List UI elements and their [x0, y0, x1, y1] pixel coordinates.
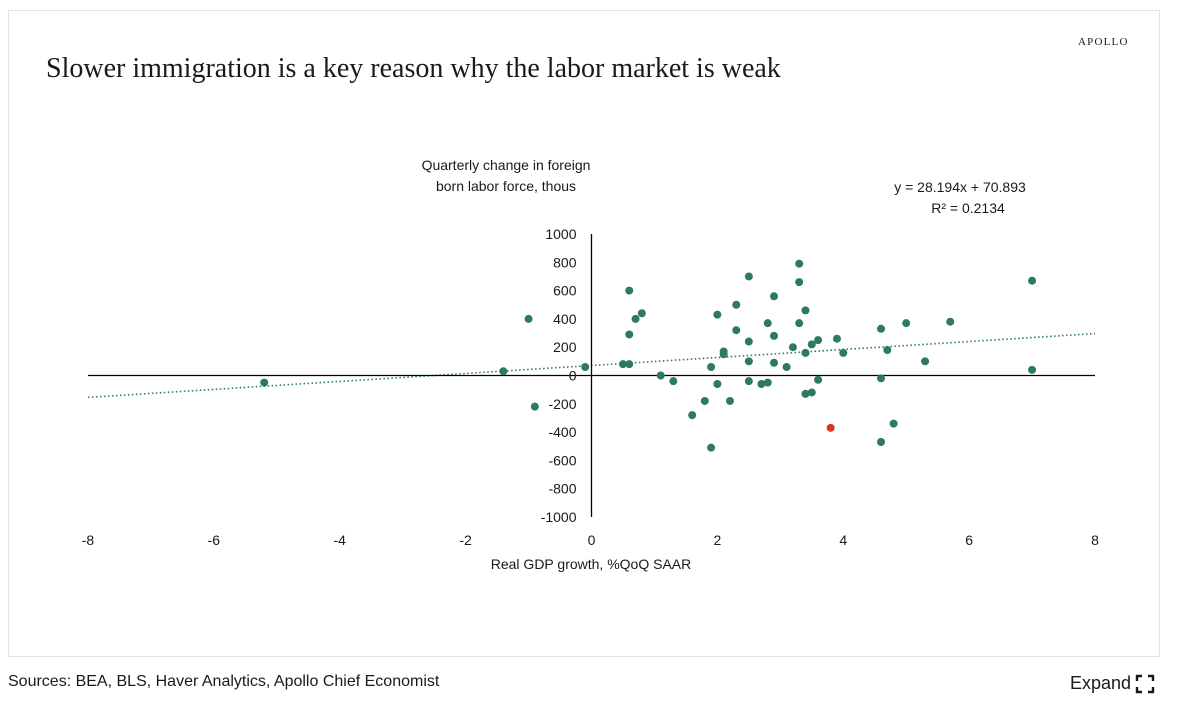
y-tick-labels: 1000 800 600 400 200 0 -200 -400 -600 -800 -1000 [541, 226, 577, 525]
data-point [713, 310, 722, 319]
y-tick-label: -600 [548, 452, 576, 468]
expand-icon [1135, 674, 1155, 693]
regression-equation: y = 28.194x + 70.893 [894, 179, 1026, 195]
y-tick-label: 0 [569, 368, 577, 384]
data-point [902, 319, 911, 328]
data-point [637, 309, 646, 318]
data-point [524, 314, 533, 323]
y-tick-label: -1000 [541, 509, 577, 525]
y-tick-label: 1000 [545, 226, 576, 242]
y-tick-label: -800 [548, 481, 576, 497]
data-point [499, 367, 508, 376]
x-tick-label: -6 [208, 532, 221, 548]
data-point [725, 396, 734, 405]
data-point [744, 377, 753, 386]
data-point [757, 379, 766, 388]
data-point [921, 357, 930, 366]
data-point [770, 358, 779, 367]
data-point [732, 300, 741, 309]
y-axis-label-line-2: born labor force, thous [436, 178, 576, 194]
data-point [713, 379, 722, 388]
r-squared-label: R² = 0.2134 [931, 200, 1005, 216]
data-point [744, 357, 753, 366]
data-point [625, 330, 634, 339]
data-point [530, 402, 539, 411]
x-tick-label: 0 [588, 532, 596, 548]
y-tick-label: -200 [548, 396, 576, 412]
data-point [770, 331, 779, 340]
y-axis-label-line-1: Quarterly change in foreign [422, 157, 591, 173]
data-point [883, 346, 892, 355]
data-point [795, 278, 804, 287]
data-point [807, 388, 816, 397]
data-point [1028, 365, 1037, 374]
data-point [795, 259, 804, 268]
y-tick-label: 800 [553, 254, 577, 270]
data-point [625, 286, 634, 295]
data-point [744, 272, 753, 281]
data-point [581, 363, 590, 372]
x-tick-label: 2 [713, 532, 721, 548]
expand-button[interactable]: Expand [1070, 673, 1155, 694]
data-point [782, 363, 791, 372]
chart-card [8, 10, 1160, 657]
data-point [807, 340, 816, 349]
y-tick-label: 400 [553, 311, 577, 327]
data-point [770, 292, 779, 301]
x-tick-label: -8 [82, 532, 95, 548]
brand-logo: APOLLO [1078, 36, 1129, 48]
data-point [795, 319, 804, 328]
data-point [763, 378, 772, 387]
data-point [877, 374, 886, 383]
x-tick-label: -4 [334, 532, 347, 548]
data-point [839, 348, 848, 357]
data-point [707, 363, 716, 372]
x-tick-label: -2 [459, 532, 472, 548]
data-point [732, 326, 741, 335]
data-point [814, 375, 823, 384]
data-point [877, 324, 886, 333]
data-point [1028, 276, 1037, 285]
data-point [889, 419, 898, 428]
y-tick-label: -400 [548, 424, 576, 440]
data-point [688, 411, 697, 420]
chart-title: Slower immigration is a key reason why t… [46, 53, 781, 84]
data-point [618, 360, 627, 369]
y-tick-label: 600 [553, 283, 577, 299]
data-point [625, 360, 634, 369]
data-point [656, 371, 665, 380]
axes-layer [88, 234, 1095, 517]
data-point [801, 306, 810, 315]
data-points [260, 259, 1037, 452]
data-point [801, 389, 810, 398]
data-point [832, 334, 841, 343]
data-point [763, 319, 772, 328]
data-point [946, 317, 955, 326]
data-point [877, 438, 886, 447]
x-tick-label: 6 [965, 532, 973, 548]
data-point [707, 443, 716, 452]
sources-note: Sources: BEA, BLS, Haver Analytics, Apol… [8, 673, 440, 690]
data-point [801, 348, 810, 357]
data-point [700, 396, 709, 405]
x-tick-label: 4 [839, 532, 847, 548]
highlight-data-point [826, 423, 835, 432]
data-point [744, 337, 753, 346]
data-point [631, 314, 640, 323]
data-point [719, 350, 728, 359]
data-point [788, 343, 797, 352]
data-point [260, 378, 269, 387]
expand-label: Expand [1070, 673, 1132, 693]
data-point [669, 377, 678, 386]
y-tick-label: 200 [553, 339, 577, 355]
x-tick-label: 8 [1091, 532, 1099, 548]
data-point [814, 336, 823, 345]
scatter-chart: 1000 800 600 400 200 0 -200 -400 -600 -800 -1000 -… [82, 157, 1099, 572]
x-axis-label: Real GDP growth, %QoQ SAAR [491, 556, 691, 572]
x-tick-labels: -8 -6 -4 -2 0 2 4 6 8 [82, 532, 1099, 548]
